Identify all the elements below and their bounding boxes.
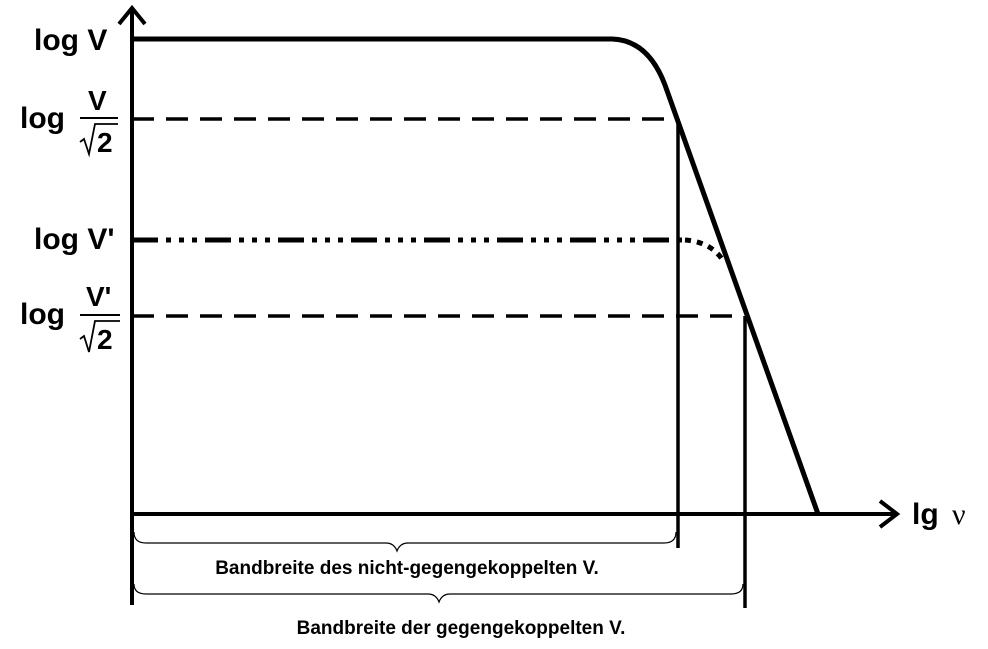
y-label-log-v-sqrt2-log: log: [20, 102, 65, 135]
y-label-log-v: log V: [34, 24, 107, 57]
y-label-log-v-prime-sqrt2-num: V': [86, 281, 111, 312]
open-loop-curve: [132, 36, 821, 515]
sqrt-sign: [79, 123, 118, 158]
outer-bandwidth-brace: [133, 583, 744, 604]
inner-bandwidth-brace: [133, 531, 677, 553]
y-label-log-v-sqrt2-den: 2: [97, 127, 113, 158]
y-label-log-v-sqrt2: log V 2: [20, 85, 118, 158]
inner-bandwidth-label: Bandbreite des nicht-gegengekoppelten V.: [215, 558, 599, 579]
y-label-log-v-sqrt2-num: V: [88, 85, 107, 116]
y-label-log-v-prime-sqrt2: log V' 2: [20, 281, 120, 355]
y-axis-arrowhead: [117, 4, 147, 26]
closed-loop-bend: [684, 237, 727, 264]
x-axis-arrowhead: [878, 499, 901, 529]
y-label-log-v-prime-sqrt2-log: log: [20, 298, 65, 331]
outer-bandwidth-label: Bandbreite der gegengekoppelten V.: [297, 618, 626, 639]
y-label-log-v-prime-sqrt2-den: 2: [97, 324, 113, 355]
sqrt-sign: [79, 320, 120, 353]
x-label-prefix: lg: [912, 498, 939, 531]
y-label-log-v-prime: log V': [34, 223, 114, 256]
x-label-symbol: ν: [952, 498, 966, 531]
x-axis-label: lg ν: [912, 498, 966, 531]
